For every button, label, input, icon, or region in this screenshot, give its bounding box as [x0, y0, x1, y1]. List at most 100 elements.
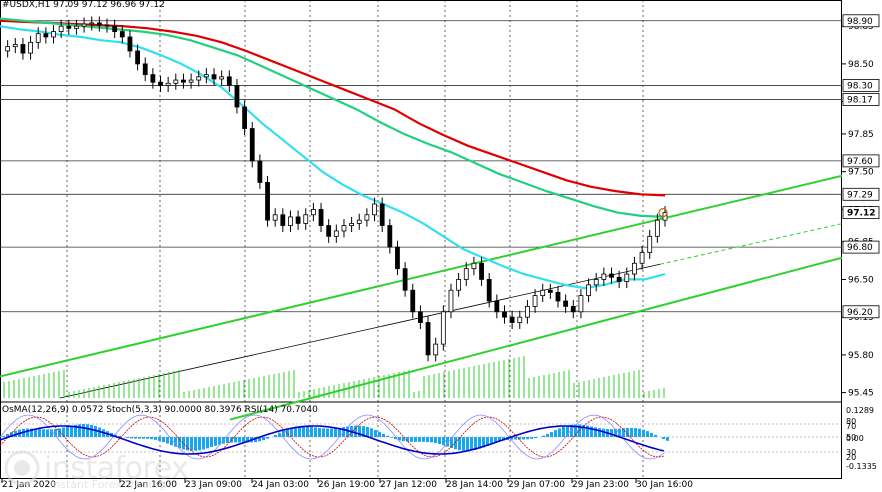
- candle-body: [165, 82, 171, 86]
- osma-bar: [638, 428, 641, 437]
- level-label-box: [842, 305, 880, 319]
- osma-bar: [34, 428, 37, 437]
- osma-bar: [590, 426, 593, 437]
- osma-bar: [278, 432, 281, 437]
- osma-bar: [374, 429, 377, 437]
- candle-body: [440, 311, 446, 345]
- osma-bar: [182, 437, 185, 450]
- osma-bar: [238, 437, 241, 443]
- candle-body: [196, 76, 202, 81]
- indicator-level-label: -0.1335: [846, 462, 877, 471]
- price-tick-label: 98.50: [848, 60, 874, 70]
- osma-bar: [574, 424, 577, 437]
- osma-bar: [414, 437, 417, 442]
- candle-body: [203, 74, 209, 78]
- osma-bar: [582, 424, 585, 437]
- level-label: 96.20: [847, 308, 873, 318]
- candle-body: [372, 203, 377, 216]
- osma-bar: [422, 437, 425, 442]
- osma-bar: [322, 428, 325, 437]
- osma-bar: [406, 437, 409, 442]
- candle-body: [563, 300, 569, 307]
- osma-bar: [30, 428, 33, 437]
- osma-bar: [190, 437, 193, 451]
- osma-bar: [294, 426, 297, 437]
- trend-channel[interactable]: [0, 165, 882, 421]
- grid-lines: [0, 0, 842, 479]
- candle-body: [142, 63, 148, 76]
- candle-body: [89, 22, 95, 25]
- osma-bar: [6, 433, 9, 437]
- candle-body: [486, 279, 492, 302]
- candle-body: [234, 85, 240, 108]
- osma-bar: [370, 428, 373, 437]
- osma-bar: [426, 437, 429, 442]
- candle-body: [402, 268, 408, 291]
- osma-bar: [598, 428, 601, 437]
- osma-bar: [150, 437, 153, 440]
- osma-bar: [174, 437, 177, 447]
- osma-bar: [58, 428, 61, 437]
- candle-body: [158, 81, 163, 86]
- time-label: 22 Jan 16:00: [120, 480, 177, 490]
- candle-body: [632, 262, 637, 275]
- osma-bar: [318, 427, 321, 437]
- osma-bar: [202, 437, 205, 450]
- osma-bar: [146, 437, 149, 439]
- time-label: 30 Jan 16:00: [636, 480, 693, 490]
- candles: [5, 16, 668, 362]
- indicator-label: OsMA(12,26,9) 0.0572 Stoch(5,3,3) 90.000…: [2, 405, 318, 415]
- candle-body: [119, 31, 125, 38]
- time-label: 23 Jan 09:00: [185, 480, 242, 490]
- osma-bar: [626, 427, 629, 437]
- stoch-signal-line: [0, 416, 665, 458]
- osma-bar: [434, 437, 437, 444]
- candle-body: [12, 44, 18, 48]
- osma-bar: [38, 429, 41, 437]
- osma-bar: [42, 429, 45, 437]
- osma-bar: [126, 437, 129, 438]
- osma-bar: [622, 428, 625, 437]
- current-price-box: [842, 206, 880, 220]
- last-price-marker: [658, 208, 668, 218]
- osma-bar: [254, 437, 257, 443]
- chart-title: #USDX,H1 97.09 97.12 96.96 97.12: [2, 0, 165, 10]
- osma-bar: [226, 437, 229, 444]
- candle-body: [395, 246, 400, 270]
- level-label-box: [842, 79, 880, 92]
- level-label: 97.29: [847, 190, 873, 200]
- osma-bar: [306, 426, 309, 437]
- osma-bar: [54, 428, 57, 437]
- price-tick-label: 97.85: [848, 130, 874, 140]
- osma-bar: [642, 429, 645, 437]
- time-label: 24 Jan 03:00: [252, 480, 309, 490]
- osma-bar: [486, 437, 489, 446]
- candle-body: [288, 216, 293, 226]
- osma-bar: [442, 437, 445, 446]
- osma-bar: [602, 428, 605, 437]
- time-label: 27 Jan 12:00: [380, 480, 437, 490]
- osma-bar: [450, 437, 453, 448]
- osma-bar: [10, 432, 13, 437]
- price-tick-label: 95.80: [848, 351, 874, 361]
- candle-body: [104, 24, 110, 27]
- price-axis: 98.8598.5098.1597.8597.5097.1596.8596.50…: [842, 0, 882, 492]
- candle-body: [272, 214, 278, 221]
- osma-bar: [282, 430, 285, 437]
- candle-body: [547, 289, 553, 293]
- osma-bar: [398, 437, 401, 441]
- osma-bar: [46, 429, 49, 437]
- osma-bar: [654, 434, 657, 437]
- osma-bar: [246, 437, 249, 443]
- candle-body: [127, 36, 133, 52]
- candle-body: [593, 279, 599, 286]
- instaforex-logo: instaforex Instant Forex Trading: [4, 448, 189, 491]
- osma-bar: [518, 437, 521, 440]
- indicator-level-label: 70: [846, 422, 856, 431]
- osma-bar: [498, 437, 501, 442]
- candle-body: [66, 25, 72, 29]
- osma-bar: [394, 437, 397, 440]
- osma-bar: [630, 427, 633, 437]
- osma-bar: [210, 437, 213, 448]
